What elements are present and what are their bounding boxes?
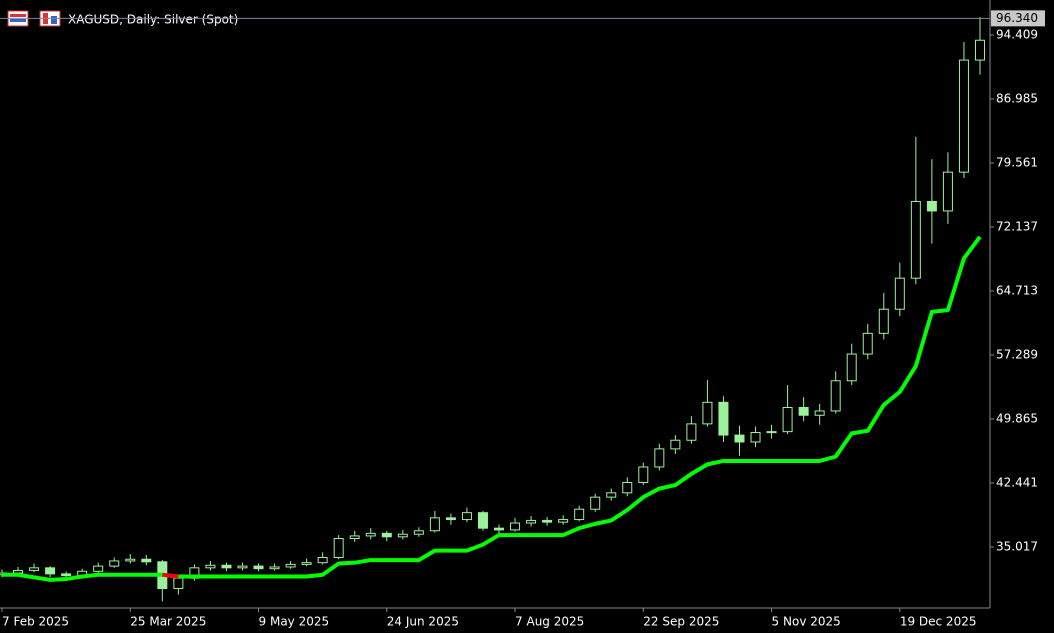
y-tick-label: 57.289 xyxy=(996,348,1038,362)
candle-body xyxy=(317,556,328,564)
candle-body xyxy=(622,481,633,494)
candle-body xyxy=(301,562,312,565)
candle-body xyxy=(734,434,745,443)
last-price-box xyxy=(991,10,1045,27)
candle-body xyxy=(894,277,905,310)
candle-body xyxy=(429,517,440,532)
candle-body xyxy=(974,39,985,61)
candle-body xyxy=(638,466,649,483)
candle-body xyxy=(942,171,953,212)
candle-body xyxy=(461,512,472,521)
candle-body xyxy=(13,569,24,574)
x-tick-label: 19 Dec 2025 xyxy=(900,615,977,629)
x-tick-label: 7 Aug 2025 xyxy=(515,615,584,629)
candle-body xyxy=(926,200,937,212)
chart-title: XAGUSD, Daily: Silver (Spot) xyxy=(68,13,238,27)
x-tick-label: 24 Jun 2025 xyxy=(387,615,459,629)
y-tick-label: 64.713 xyxy=(996,284,1038,298)
last-price-label: 96.340 xyxy=(996,11,1038,25)
candle-body xyxy=(477,512,488,529)
candle-body xyxy=(253,565,264,570)
candle-body xyxy=(93,565,104,572)
candle-body xyxy=(590,496,601,510)
y-tick-label: 49.865 xyxy=(996,412,1038,426)
candle-body xyxy=(782,406,793,433)
candle-body xyxy=(654,448,665,468)
candle-body xyxy=(510,522,521,531)
candle-body xyxy=(413,530,424,535)
icon-part xyxy=(51,16,57,24)
y-tick-label: 79.561 xyxy=(996,156,1038,170)
candle-body xyxy=(670,439,681,450)
y-tick-label: 42.441 xyxy=(996,476,1038,490)
x-tick-label: 9 May 2025 xyxy=(259,615,330,629)
candle-body xyxy=(606,492,617,498)
x-tick-label: 7 Feb 2025 xyxy=(2,615,69,629)
candle-body xyxy=(718,401,729,436)
candle-body xyxy=(494,527,505,531)
candle-body xyxy=(173,577,184,590)
candle-body xyxy=(205,564,216,569)
candle-body xyxy=(29,567,40,571)
candle-body xyxy=(269,566,280,570)
icon-part xyxy=(10,19,26,22)
candle-body xyxy=(702,401,713,425)
candle-body xyxy=(381,532,392,538)
candle-body xyxy=(109,560,120,567)
indicator-line xyxy=(162,572,179,579)
candle-body xyxy=(910,200,921,279)
x-tick-label: 22 Sep 2025 xyxy=(643,615,719,629)
candle-body xyxy=(285,563,296,568)
candle-body xyxy=(862,332,873,355)
candle-body xyxy=(349,535,360,540)
candle-body xyxy=(45,567,56,575)
candle-body xyxy=(846,353,857,382)
candle-body xyxy=(221,564,232,569)
x-tick-label: 5 Nov 2025 xyxy=(772,615,841,629)
icon-part xyxy=(10,14,26,17)
candle-body xyxy=(558,519,569,523)
candle-body xyxy=(141,558,152,563)
candle-body xyxy=(365,532,376,537)
x-tick-label: 25 Mar 2025 xyxy=(130,615,206,629)
y-tick-label: 35.017 xyxy=(996,540,1038,554)
y-tick-label: 72.137 xyxy=(996,220,1038,234)
candle-body xyxy=(61,573,72,577)
candle-body xyxy=(574,508,585,521)
candle-body xyxy=(333,538,344,558)
candle-body xyxy=(798,406,809,416)
candle-body xyxy=(878,308,889,334)
candle-body xyxy=(750,431,761,443)
y-tick-label: 94.409 xyxy=(996,28,1038,42)
candle-body xyxy=(526,519,537,524)
candle-body xyxy=(125,558,136,562)
candle-body xyxy=(237,565,248,569)
candle-body xyxy=(830,380,841,412)
candle-body xyxy=(814,410,825,416)
candle-body xyxy=(686,423,697,441)
candle-body xyxy=(958,59,969,173)
candle-body xyxy=(397,533,408,538)
candle-body xyxy=(542,519,553,523)
candle-body xyxy=(766,431,777,434)
y-tick-label: 86.985 xyxy=(996,92,1038,106)
candle-body xyxy=(445,517,456,521)
